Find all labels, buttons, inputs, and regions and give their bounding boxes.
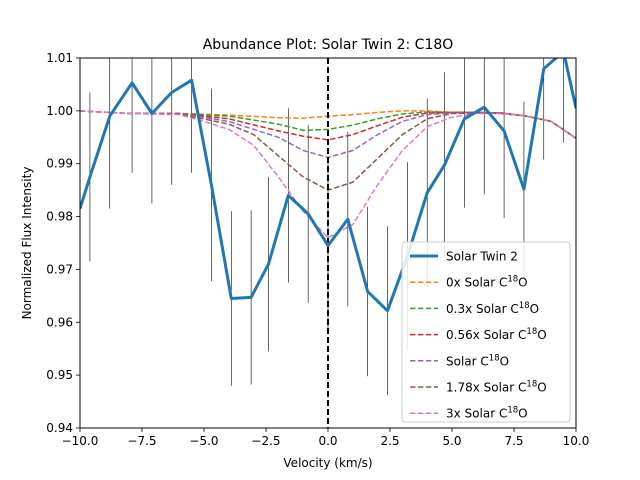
x-tick-label: 10.0 <box>563 434 590 448</box>
y-tick-label: 0.97 <box>46 262 73 276</box>
model-series-line <box>80 110 576 239</box>
legend: Solar Twin 2 0x Solar C18O 0.3x Solar C18O… <box>401 241 571 423</box>
x-tick-label: 5.0 <box>442 434 461 448</box>
legend-label: Solar C18O <box>446 353 509 368</box>
x-tick-label: −10.0 <box>62 434 99 448</box>
x-tick-label: −2.5 <box>251 434 280 448</box>
y-tick-label: 1.00 <box>46 104 73 118</box>
chart-title: Abundance Plot: Solar Twin 2: C18O <box>203 37 454 53</box>
legend-label: 1.78x Solar C18O <box>446 380 547 395</box>
legend-box <box>401 241 571 423</box>
observed-series <box>80 58 576 313</box>
y-axis-ticks: 0.94 0.95 0.96 0.97 0.98 0.99 1.00 1.01 <box>46 51 80 435</box>
x-axis-label: Velocity (km/s) <box>283 456 372 470</box>
x-tick-label: 0.0 <box>318 434 337 448</box>
model-lines <box>80 110 576 239</box>
model-series-line <box>80 110 576 139</box>
observed-series-line <box>80 58 576 313</box>
legend-label: 0.3x Solar C18O <box>446 301 539 316</box>
x-tick-label: 2.5 <box>380 434 399 448</box>
model-series-line <box>80 110 576 191</box>
legend-label-observed: Solar Twin 2 <box>446 250 518 264</box>
y-axis-label: Normalized Flux Intensity <box>20 167 34 320</box>
y-tick-label: 0.98 <box>46 210 73 224</box>
x-tick-label: −5.0 <box>189 434 218 448</box>
x-tick-label: 7.5 <box>504 434 523 448</box>
x-tick-label: −7.5 <box>127 434 156 448</box>
y-tick-label: 0.96 <box>46 315 73 329</box>
plot-area <box>80 58 576 428</box>
y-tick-label: 0.95 <box>46 368 73 382</box>
y-tick-label: 0.94 <box>46 421 73 435</box>
legend-label: 3x Solar C18O <box>446 406 528 421</box>
y-tick-label: 0.99 <box>46 157 73 171</box>
x-axis-ticks: −10.0 −7.5 −5.0 −2.5 0.0 2.5 5.0 7.5 10.0 <box>62 428 590 448</box>
legend-label: 0x Solar C18O <box>446 275 528 290</box>
legend-label: 0.56x Solar C18O <box>446 327 547 342</box>
y-tick-label: 1.01 <box>46 51 73 65</box>
